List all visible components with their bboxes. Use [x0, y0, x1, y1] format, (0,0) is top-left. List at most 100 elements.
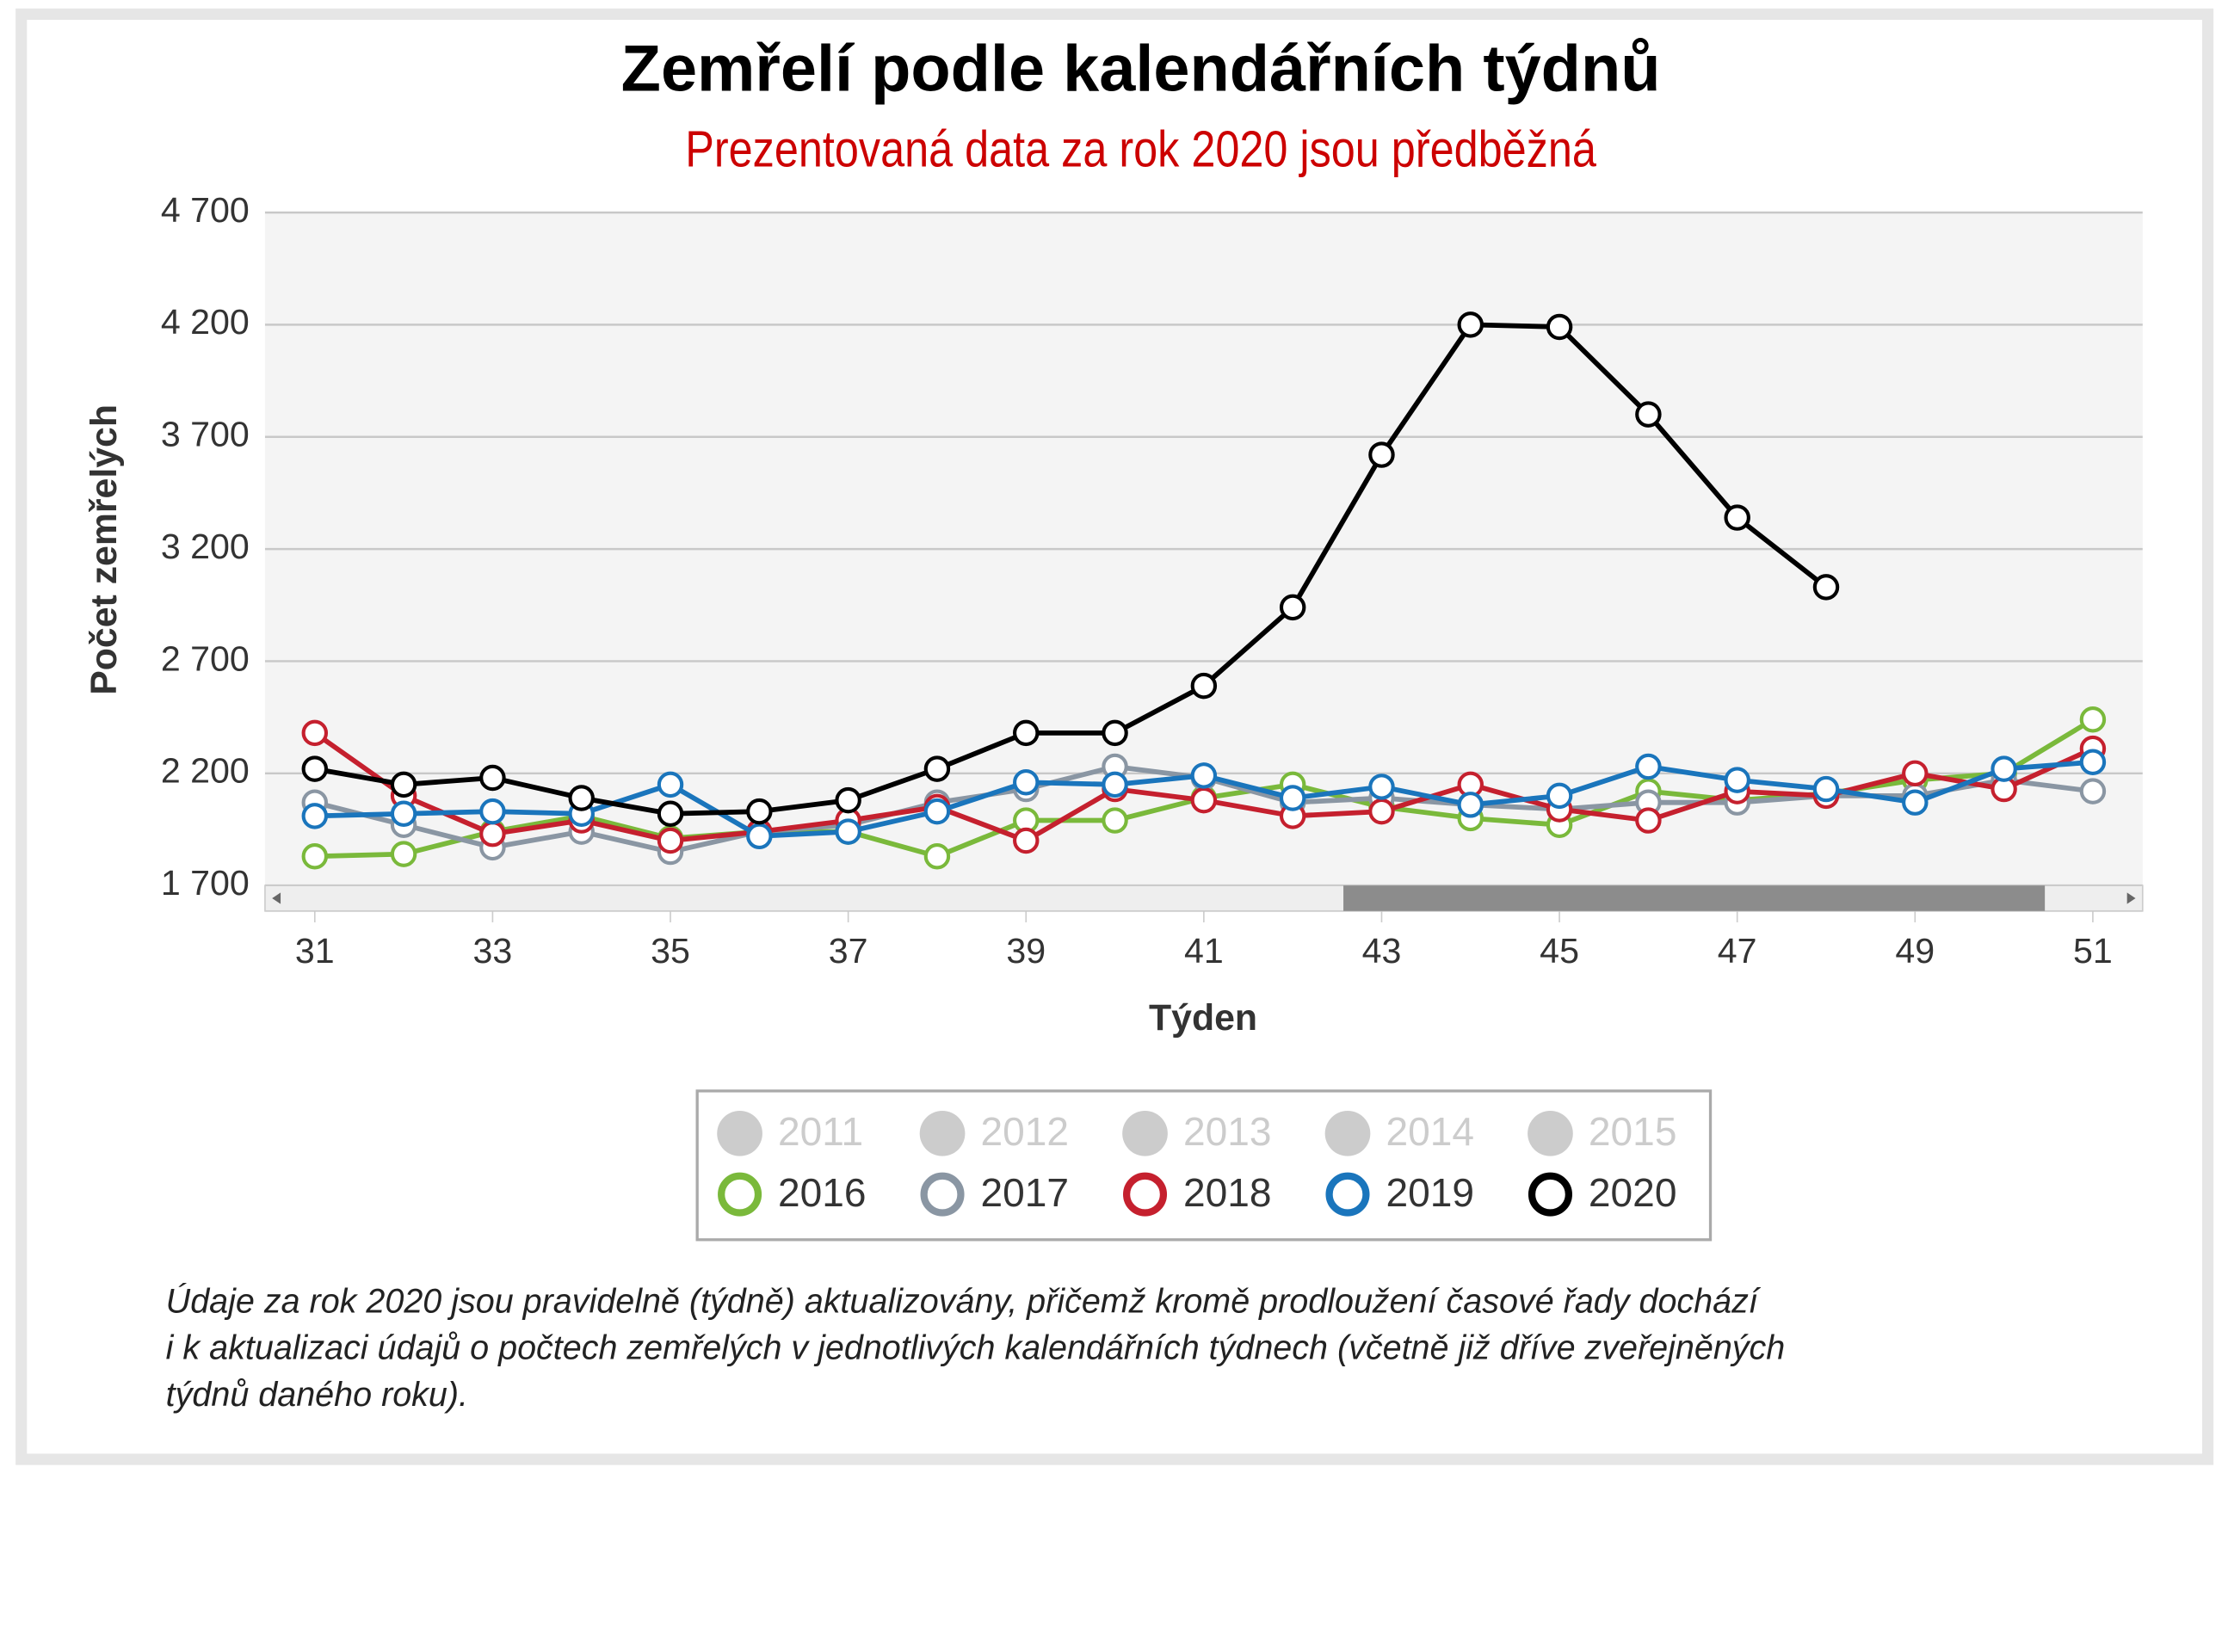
- y-tick-label: 3 700: [161, 415, 250, 454]
- legend-item[interactable]: 2016: [718, 1170, 867, 1217]
- data-point: [2079, 778, 2107, 804]
- data-point: [657, 800, 684, 827]
- data-point: [2079, 706, 2107, 733]
- data-point: [1102, 807, 1128, 834]
- data-point: [1102, 719, 1128, 747]
- data-point: [479, 764, 506, 792]
- legend-marker[interactable]: [1325, 1172, 1370, 1217]
- data-point: [479, 820, 506, 848]
- legend-marker[interactable]: [1528, 1110, 1573, 1156]
- legend-label[interactable]: 2019: [1386, 1170, 1474, 1215]
- data-point: [1902, 760, 1929, 787]
- data-point: [1368, 798, 1395, 825]
- data-point: [1902, 789, 1929, 816]
- legend-marker[interactable]: [920, 1172, 965, 1217]
- legend-label[interactable]: 2018: [1183, 1170, 1272, 1215]
- legend-label[interactable]: 2012: [981, 1109, 1070, 1154]
- data-point: [1635, 807, 1662, 834]
- x-tick-label: 49: [1895, 931, 1935, 971]
- y-axis-label: Počet zemřelých: [83, 404, 125, 695]
- legend-marker[interactable]: [919, 1110, 966, 1156]
- footnote-line: Údaje za rok 2020 jsou pravidelně (týdně…: [166, 1282, 1762, 1320]
- data-point: [1190, 786, 1218, 814]
- legend-marker[interactable]: [718, 1172, 762, 1217]
- data-point: [923, 843, 951, 870]
- y-tick-label: 3 200: [161, 527, 250, 566]
- legend-marker[interactable]: [1528, 1172, 1572, 1217]
- data-point: [1368, 441, 1395, 468]
- data-point: [390, 841, 417, 867]
- chart-subtitle: Prezentovaná data za rok 2020 jsou předb…: [685, 120, 1596, 178]
- data-point: [657, 827, 684, 854]
- data-point: [1457, 792, 1484, 818]
- data-point: [1991, 755, 2017, 782]
- data-point: [1635, 401, 1662, 428]
- legend: 2011 2012 2013 2014 2015 2016 2017 2018 2019 2020: [717, 1109, 1677, 1217]
- data-point: [390, 800, 417, 827]
- legend-marker[interactable]: [1324, 1110, 1371, 1156]
- data-point: [1279, 594, 1306, 621]
- data-point: [1724, 504, 1750, 531]
- legend-item[interactable]: 2011: [717, 1109, 863, 1156]
- legend-item[interactable]: 2018: [1122, 1170, 1272, 1217]
- data-point: [301, 755, 329, 782]
- y-tick-label: 2 200: [161, 751, 250, 791]
- data-point: [479, 798, 506, 825]
- legend-item[interactable]: 2017: [920, 1170, 1070, 1217]
- x-tick-label: 47: [1718, 931, 1757, 971]
- grid: 1 700 2 200 2 700 3 200 3 700 4 200 4 700 31 33 3…: [161, 190, 2143, 971]
- legend-marker[interactable]: [1122, 1172, 1168, 1217]
- x-tick-label: 51: [2073, 931, 2113, 971]
- data-point: [835, 786, 861, 814]
- data-point: [657, 771, 684, 798]
- scroll-left[interactable]: [272, 892, 281, 904]
- legend-item[interactable]: 2014: [1324, 1109, 1474, 1156]
- x-tick-label: 37: [829, 931, 868, 971]
- data-point: [746, 823, 773, 850]
- legend-marker[interactable]: [1122, 1110, 1168, 1156]
- data-point: [301, 803, 329, 829]
- data-point: [568, 785, 595, 811]
- data-point: [1812, 574, 1840, 601]
- x-tick-label: 31: [295, 931, 335, 971]
- legend-label[interactable]: 2017: [981, 1170, 1070, 1215]
- legend-item[interactable]: 2019: [1325, 1170, 1474, 1217]
- data-point: [923, 755, 951, 782]
- data-point: [1013, 827, 1040, 854]
- scroll-thumb[interactable]: [1343, 885, 2046, 911]
- scrollbar[interactable]: [264, 885, 2144, 912]
- data-point: [1190, 762, 1218, 789]
- data-point: [1546, 313, 1573, 341]
- y-tick-label: 2 700: [161, 638, 250, 678]
- series-layer: [301, 311, 2107, 870]
- chart-title: Zemřelí podle kalendářních týdnů: [621, 33, 1661, 106]
- y-tick-label: 1 700: [161, 863, 250, 903]
- legend-label[interactable]: 2013: [1183, 1109, 1272, 1154]
- data-point: [1724, 767, 1750, 793]
- data-point: [1457, 311, 1484, 338]
- data-point: [1368, 774, 1395, 800]
- legend-label[interactable]: 2020: [1589, 1170, 1677, 1215]
- legend-label[interactable]: 2011: [778, 1109, 863, 1154]
- data-point: [1190, 672, 1218, 700]
- data-point: [1279, 785, 1306, 811]
- legend-label[interactable]: 2016: [778, 1170, 867, 1215]
- data-point: [1013, 768, 1040, 796]
- legend-item[interactable]: 2013: [1122, 1109, 1272, 1156]
- x-axis-label: Týden: [1149, 997, 1257, 1039]
- data-point: [923, 798, 951, 825]
- data-point: [1102, 771, 1128, 798]
- footnote: Údaje za rok 2020 jsou pravidelně (týdně…: [166, 1282, 1786, 1414]
- scroll-right[interactable]: [2126, 892, 2136, 904]
- legend-item[interactable]: 2020: [1528, 1170, 1677, 1217]
- x-tick-label: 33: [473, 931, 513, 971]
- legend-label[interactable]: 2015: [1589, 1109, 1677, 1154]
- x-tick-label: 45: [1540, 931, 1579, 971]
- data-point: [1812, 775, 1840, 803]
- legend-item[interactable]: 2012: [919, 1109, 1070, 1156]
- legend-marker[interactable]: [717, 1110, 762, 1156]
- data-point: [746, 798, 773, 825]
- legend-label[interactable]: 2014: [1386, 1109, 1474, 1154]
- legend-item[interactable]: 2015: [1528, 1109, 1676, 1156]
